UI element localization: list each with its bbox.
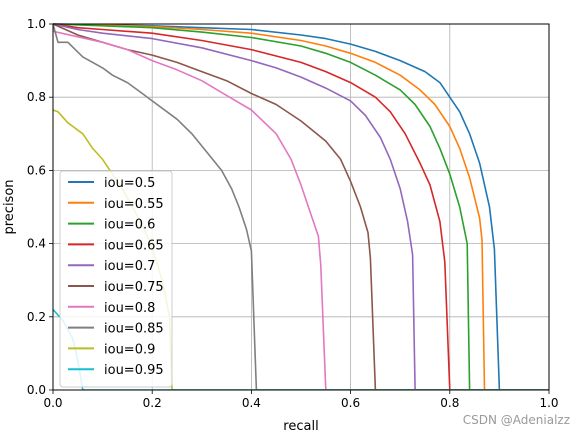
y-axis-ticks: 0.0 0.2 0.4 0.6 0.8 1.0 — [27, 17, 53, 397]
y-axis-label: precison — [2, 179, 17, 234]
legend-label: iou=0.75 — [104, 280, 164, 295]
legend-label: iou=0.9 — [104, 342, 155, 357]
x-tick-label: 0.4 — [242, 396, 261, 410]
series-line-1 — [53, 23, 549, 390]
y-tick-label: 0.6 — [27, 163, 46, 177]
legend-label: iou=0.8 — [104, 301, 155, 316]
x-axis-label: recall — [283, 419, 318, 434]
series-line-2 — [53, 23, 549, 390]
x-tick-label: 0.6 — [341, 396, 360, 410]
watermark: CSDN @Adenialzz — [463, 413, 570, 427]
legend-label: iou=0.55 — [104, 197, 164, 212]
legend-label: iou=0.65 — [104, 238, 164, 253]
series-line-3 — [53, 23, 549, 390]
x-tick-label: 1.0 — [539, 396, 558, 410]
series-line-4 — [53, 23, 549, 390]
series-line-7 — [53, 23, 549, 390]
x-tick-label: 0.8 — [440, 396, 459, 410]
series-line-0 — [53, 23, 549, 390]
legend-label: iou=0.95 — [104, 363, 164, 378]
y-tick-label: 0.8 — [27, 90, 46, 104]
x-tick-label: 0.2 — [143, 396, 162, 410]
y-tick-label: 0.4 — [27, 237, 46, 251]
x-axis-ticks: 0.0 0.2 0.4 0.6 0.8 1.0 — [43, 390, 559, 410]
x-tick-label: 0.0 — [43, 396, 62, 410]
y-tick-label: 0.0 — [27, 383, 46, 397]
y-tick-label: 1.0 — [27, 17, 46, 31]
legend-label: iou=0.6 — [104, 218, 155, 233]
legend: iou=0.5 iou=0.55 iou=0.6 iou=0.65 iou=0.7 iou… — [59, 170, 173, 388]
y-tick-label: 0.2 — [27, 310, 46, 324]
legend-label: iou=0.85 — [104, 322, 164, 337]
series-line-6 — [53, 30, 549, 390]
legend-label: iou=0.5 — [104, 176, 155, 191]
legend-box — [59, 170, 173, 388]
legend-label: iou=0.7 — [104, 259, 155, 274]
plot-frame — [52, 23, 550, 391]
